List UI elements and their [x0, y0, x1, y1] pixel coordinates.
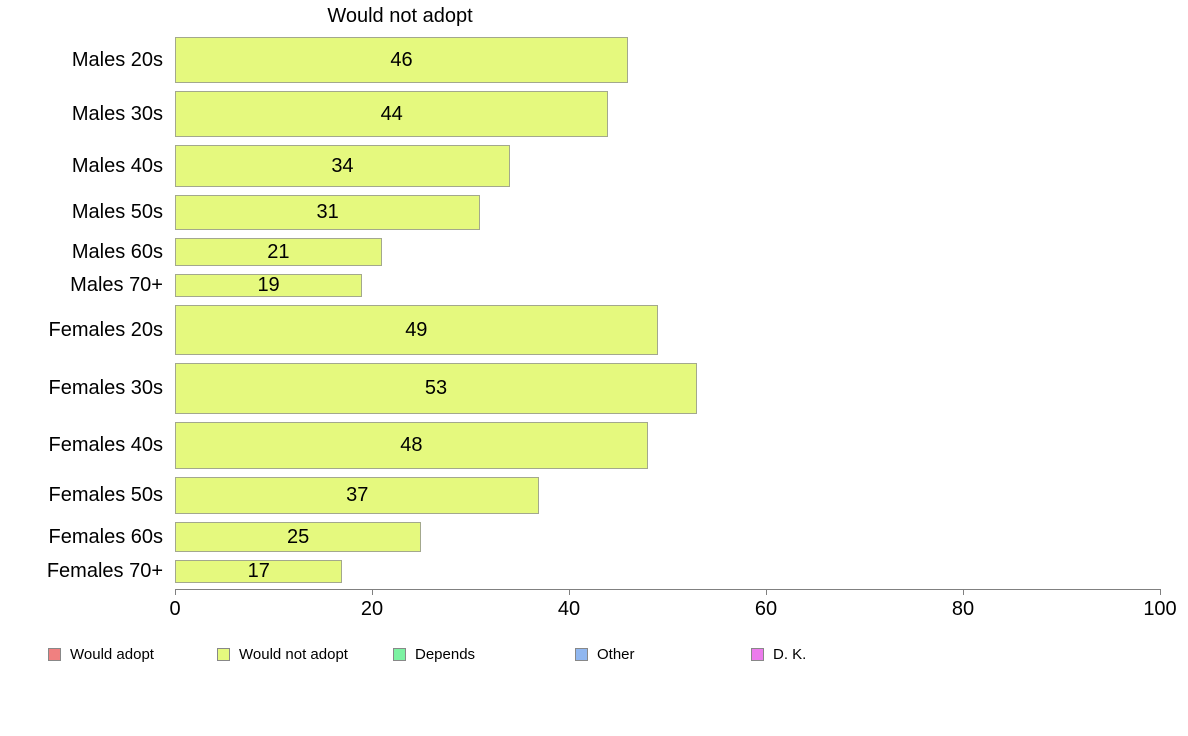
x-axis-tick — [1160, 589, 1161, 595]
bar: 53 — [175, 363, 698, 414]
legend-swatch — [217, 647, 230, 661]
bar-value-label: 44 — [380, 102, 403, 125]
legend-item: Depends — [393, 645, 476, 663]
bar: 48 — [175, 422, 648, 469]
bar: 31 — [175, 195, 481, 230]
x-axis-tick-label: 20 — [360, 598, 384, 620]
category-label: Females 70+ — [46, 560, 163, 582]
legend-item: Other — [575, 645, 635, 663]
legend-label: Would adopt — [70, 645, 154, 663]
bar: 46 — [175, 37, 629, 83]
bar-value-label: 17 — [247, 560, 270, 582]
category-label: Males 40s — [71, 154, 163, 177]
bar-value-label: 19 — [257, 274, 280, 296]
chart-title: Would not adopt — [327, 5, 473, 27]
bar-value-label: 37 — [346, 484, 369, 506]
category-label: Females 20s — [48, 318, 164, 341]
x-axis-tick-label: 100 — [1143, 598, 1177, 620]
category-label: Males 20s — [71, 48, 163, 71]
x-axis-tick — [963, 589, 964, 595]
legend-swatch — [575, 647, 588, 661]
legend-label: Other — [597, 645, 635, 663]
bar: 25 — [175, 522, 422, 552]
legend-swatch — [48, 647, 61, 661]
x-axis-tick-label: 80 — [951, 598, 975, 620]
bar-value-label: 25 — [287, 525, 310, 548]
category-label: Females 40s — [48, 434, 164, 456]
bar: 17 — [175, 560, 343, 583]
bar-value-label: 31 — [316, 201, 339, 223]
x-axis-tick — [569, 589, 570, 595]
bar-value-label: 34 — [331, 154, 354, 177]
legend-swatch — [393, 647, 406, 661]
bar-value-label: 49 — [405, 318, 428, 341]
x-axis-line — [175, 589, 1161, 590]
x-axis-tick — [766, 589, 767, 595]
category-label: Females 60s — [48, 525, 164, 548]
bar: 21 — [175, 238, 382, 266]
legend-swatch — [751, 647, 764, 661]
bar-value-label: 53 — [424, 377, 448, 399]
legend-label: Would not adopt — [239, 645, 348, 663]
x-axis-tick-label: 40 — [557, 598, 581, 620]
x-axis-tick — [175, 589, 176, 595]
legend-label: D. K. — [773, 645, 807, 663]
legend-item: D. K. — [751, 645, 807, 663]
category-label: Males 50s — [71, 201, 163, 223]
bar-value-label: 21 — [267, 240, 290, 263]
x-axis-tick-label: 0 — [169, 598, 181, 620]
x-axis-tick — [372, 589, 373, 595]
bar: 37 — [175, 477, 540, 514]
bar: 44 — [175, 91, 609, 137]
bar: 19 — [175, 274, 363, 297]
category-label: Males 70+ — [70, 274, 163, 296]
legend-item: Would adopt — [48, 645, 154, 663]
bar-value-label: 46 — [390, 48, 413, 71]
x-axis-tick-label: 60 — [754, 598, 778, 620]
legend-item: Would not adopt — [217, 645, 348, 663]
legend-label: Depends — [415, 645, 476, 663]
category-label: Males 30s — [71, 102, 163, 125]
bar: 49 — [175, 305, 658, 355]
bar: 34 — [175, 145, 510, 187]
category-label: Females 30s — [48, 377, 164, 399]
category-label: Females 50s — [48, 484, 164, 506]
category-label: Males 60s — [71, 240, 163, 263]
bar-value-label: 48 — [400, 434, 423, 456]
